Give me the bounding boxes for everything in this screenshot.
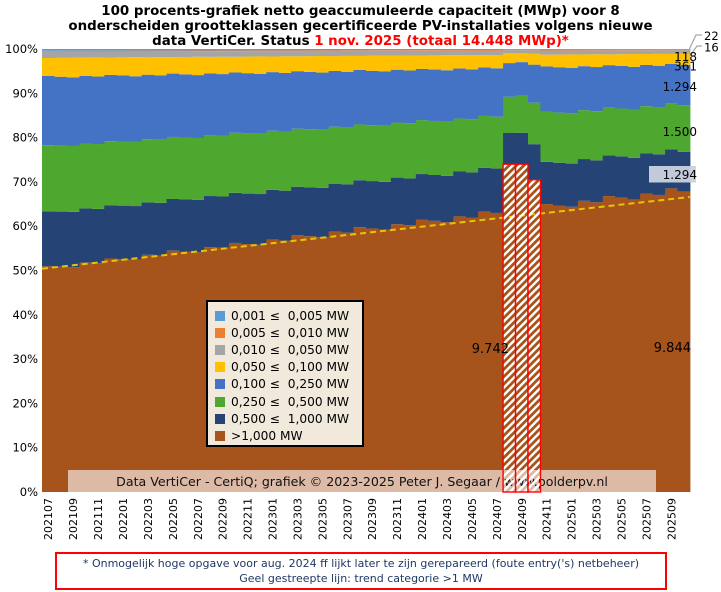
legend-item: 0,100 ≤ 0,250 MW xyxy=(215,376,362,393)
chart-title-line3-black: data VertiCer. Status xyxy=(152,34,315,49)
svg-text:202111: 202111 xyxy=(92,498,105,540)
legend-swatch-icon xyxy=(215,362,225,373)
legend-swatch-icon xyxy=(215,379,225,390)
svg-text:202107: 202107 xyxy=(42,498,55,540)
legend-item: 0,500 ≤ 1,000 MW xyxy=(215,410,362,427)
chart-title-line3: data VertiCer. Status 1 nov. 2025 (totaa… xyxy=(0,34,721,49)
svg-text:361: 361 xyxy=(674,60,697,74)
svg-text:9.742: 9.742 xyxy=(472,342,509,357)
svg-text:202501: 202501 xyxy=(566,498,579,540)
svg-text:22: 22 xyxy=(704,29,719,43)
svg-text:202405: 202405 xyxy=(466,498,479,540)
svg-text:100%: 100% xyxy=(5,42,38,56)
anomaly-hatch-layer xyxy=(502,163,542,493)
svg-text:118: 118 xyxy=(674,50,697,64)
svg-text:0%: 0% xyxy=(20,485,38,499)
svg-text:20%: 20% xyxy=(12,396,38,410)
svg-text:202403: 202403 xyxy=(441,498,454,540)
svg-text:30%: 30% xyxy=(12,352,38,366)
copyright-text: Data VertiCer - CertiQ; grafiek © 2023-2… xyxy=(116,474,608,489)
stacked-bands-layer xyxy=(42,49,691,493)
legend-label: >1,000 MW xyxy=(231,428,303,443)
footnote-box: * Onmogelijk hoge opgave voor aug. 2024 … xyxy=(55,552,667,590)
trend-line-layer xyxy=(41,196,691,270)
legend-swatch-icon xyxy=(215,430,225,441)
chart-title-line1: 100 procents-grafiek netto geaccumuleerd… xyxy=(101,4,620,19)
svg-text:16: 16 xyxy=(704,41,719,55)
svg-text:80%: 80% xyxy=(12,131,38,145)
legend: 0,001 ≤ 0,005 MW 0,005 ≤ 0,010 MW 0,010 ≤ … xyxy=(206,300,364,447)
svg-text:202307: 202307 xyxy=(341,498,354,540)
legend-swatch-icon xyxy=(215,413,225,424)
legend-label: 0,500 ≤ 1,000 MW xyxy=(231,411,350,426)
legend-label: 0,010 ≤ 0,050 MW xyxy=(231,342,350,357)
legend-item: 0,001 ≤ 0,005 MW xyxy=(215,307,362,324)
svg-text:202409: 202409 xyxy=(516,498,529,540)
svg-text:202203: 202203 xyxy=(142,498,155,540)
svg-text:1.294: 1.294 xyxy=(663,80,697,94)
footnote-line2: Geel gestreepte lijn: trend categorie >1… xyxy=(239,572,483,585)
legend-swatch-icon xyxy=(215,327,225,338)
footnote-line1: * Onmogelijk hoge opgave voor aug. 2024 … xyxy=(82,557,640,570)
legend-item: 0,010 ≤ 0,050 MW xyxy=(215,341,362,358)
legend-swatch-icon xyxy=(215,396,225,407)
svg-text:202109: 202109 xyxy=(67,498,80,540)
svg-text:202505: 202505 xyxy=(616,498,629,540)
svg-text:202305: 202305 xyxy=(316,498,329,540)
legend-label: 0,100 ≤ 0,250 MW xyxy=(231,377,350,392)
chart-title-status-red: 1 nov. 2025 (totaal 14.448 MWp)* xyxy=(314,34,569,49)
svg-text:202503: 202503 xyxy=(591,498,604,540)
svg-text:40%: 40% xyxy=(12,308,38,322)
legend-label: 0,005 ≤ 0,010 MW xyxy=(231,325,350,340)
svg-text:1.500: 1.500 xyxy=(663,125,697,139)
svg-text:202311: 202311 xyxy=(391,498,404,540)
svg-text:202509: 202509 xyxy=(665,498,678,540)
legend-label: 0,250 ≤ 0,500 MW xyxy=(231,394,350,409)
legend-item: 0,250 ≤ 0,500 MW xyxy=(215,393,362,410)
svg-text:50%: 50% xyxy=(12,264,38,278)
svg-text:202309: 202309 xyxy=(366,498,379,540)
chart-title-line2: onderscheiden grootteklassen gecertifice… xyxy=(68,19,653,34)
svg-text:202301: 202301 xyxy=(267,498,280,540)
svg-text:1.294: 1.294 xyxy=(663,168,697,182)
svg-text:90%: 90% xyxy=(12,86,38,100)
chart-title: 100 procents-grafiek netto geaccumuleerd… xyxy=(0,4,721,49)
legend-label: 0,001 ≤ 0,005 MW xyxy=(231,308,350,323)
legend-label: 0,050 ≤ 0,100 MW xyxy=(231,360,350,375)
svg-text:202507: 202507 xyxy=(640,498,653,540)
legend-swatch-icon xyxy=(215,344,225,355)
svg-text:202201: 202201 xyxy=(117,498,130,540)
legend-item: >1,000 MW xyxy=(215,427,362,444)
svg-text:9.844: 9.844 xyxy=(654,341,691,356)
svg-text:60%: 60% xyxy=(12,219,38,233)
svg-text:70%: 70% xyxy=(12,175,38,189)
svg-text:202407: 202407 xyxy=(491,498,504,540)
svg-text:202303: 202303 xyxy=(292,498,305,540)
legend-item: 0,005 ≤ 0,010 MW xyxy=(215,324,362,341)
legend-item: 0,050 ≤ 0,100 MW xyxy=(215,359,362,376)
svg-text:202401: 202401 xyxy=(416,498,429,540)
svg-text:202209: 202209 xyxy=(217,498,230,540)
svg-text:202205: 202205 xyxy=(167,498,180,540)
svg-text:202411: 202411 xyxy=(541,498,554,540)
svg-text:202207: 202207 xyxy=(192,498,205,540)
svg-text:10%: 10% xyxy=(12,441,38,455)
axes-labels-layer: 0% 10% 20% 30% 40% 50% 60% 70% 80% 90% 100% 202107 2… xyxy=(5,42,678,540)
svg-text:202211: 202211 xyxy=(242,498,255,540)
legend-swatch-icon xyxy=(215,310,225,321)
